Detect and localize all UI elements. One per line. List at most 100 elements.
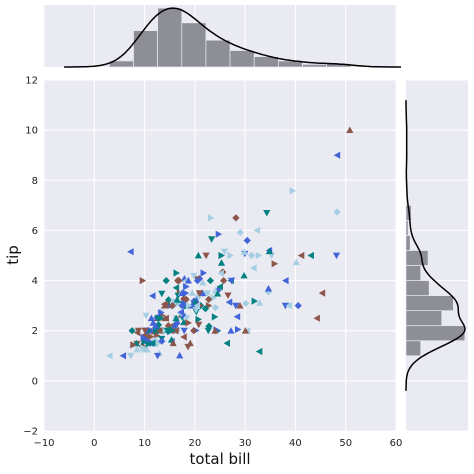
top-histogram-bar — [181, 22, 207, 68]
scatter-point — [255, 251, 263, 260]
scatter-point — [147, 314, 155, 322]
right-kde-curve — [405, 100, 466, 391]
scatter-point — [223, 339, 230, 347]
right-histogram-bar — [405, 235, 411, 251]
top-histogram-bar — [302, 64, 327, 68]
scatter-point — [255, 347, 263, 356]
scatter-point — [217, 269, 224, 277]
scatter-point — [247, 251, 256, 260]
scatter-point — [242, 299, 250, 307]
top-histogram-bar — [229, 50, 255, 68]
right-histogram-bar — [405, 295, 454, 312]
scatter-point — [133, 345, 141, 353]
scatter-point — [178, 302, 186, 310]
scatter-point — [163, 327, 170, 335]
scatter-point — [289, 187, 297, 195]
scatter-point — [217, 259, 226, 266]
scatter-point — [176, 351, 184, 359]
scatter-point — [227, 277, 236, 285]
scatter-point — [202, 252, 210, 260]
scatter-point — [177, 308, 184, 316]
scatter-point — [292, 258, 300, 266]
y-tick-label: 6 — [32, 226, 38, 237]
scatter-point — [220, 248, 229, 256]
x-axis-label: total bill — [189, 450, 250, 468]
scatter-point — [225, 298, 233, 306]
scatter-point — [240, 272, 248, 279]
scatter-point — [281, 302, 289, 310]
scatter-point — [282, 277, 289, 285]
scatter-point — [194, 293, 202, 301]
y-tick-label: −2 — [23, 427, 38, 438]
scatter-point — [313, 314, 320, 322]
scatter-point — [141, 345, 149, 353]
scatter-point — [169, 326, 176, 334]
scatter-point — [263, 210, 271, 217]
scatter-point — [333, 208, 341, 216]
scatter-point — [193, 302, 200, 310]
scatter-point — [211, 327, 219, 334]
scatter-point — [188, 289, 196, 296]
scatter-point — [183, 315, 191, 322]
scatter-point — [154, 321, 163, 329]
x-tick-label: −10 — [33, 438, 54, 449]
top-kde-curve — [64, 7, 401, 68]
scatter-point — [133, 329, 141, 337]
scatter-point — [214, 290, 222, 297]
scatter-point — [127, 248, 134, 256]
scatter-point — [161, 314, 169, 322]
scatter-point — [173, 269, 180, 277]
scatter-point — [233, 313, 241, 321]
scatter-point — [251, 297, 258, 305]
scatter-point — [180, 327, 188, 335]
scatter-point — [211, 313, 219, 321]
scatter-point — [190, 327, 198, 335]
y-tick-label: 0 — [32, 376, 38, 387]
scatter-point — [139, 277, 147, 285]
scatter-point — [141, 338, 148, 346]
scatter-point — [241, 327, 249, 334]
right-histogram-bar — [405, 220, 409, 236]
scatter-point — [190, 272, 198, 280]
scatter-point — [227, 327, 235, 334]
scatter-point — [307, 251, 314, 260]
scatter-point — [240, 248, 248, 255]
scatter-point — [183, 283, 190, 291]
y-tick-label: 4 — [32, 276, 38, 287]
scatter-point — [232, 302, 240, 310]
x-tick-label: 60 — [390, 438, 403, 449]
main-scatter-panel — [43, 79, 397, 432]
x-tick-label: 50 — [339, 438, 352, 449]
scatter-point — [151, 322, 159, 329]
scatter-point — [253, 226, 261, 234]
scatter-point — [220, 277, 228, 285]
scatter-point — [119, 352, 127, 360]
scatter-point — [333, 151, 341, 159]
scatter-point — [158, 309, 165, 317]
y-axis-label: tip — [4, 245, 22, 265]
x-tick-label: 0 — [91, 438, 97, 449]
right-histogram-bar — [405, 265, 422, 281]
scatter-point — [215, 230, 223, 238]
scatter-point — [207, 214, 215, 222]
scatter-point — [208, 236, 216, 243]
scatter-point — [156, 327, 163, 335]
scatter-point — [194, 251, 202, 259]
scatter-point — [188, 302, 196, 309]
scatter-point — [236, 228, 244, 236]
scatter-point — [162, 277, 170, 285]
scatter-point — [184, 277, 192, 284]
scatter-point — [165, 296, 173, 304]
scatter-point — [235, 325, 242, 334]
scatter-point — [149, 292, 156, 300]
scatter-point — [318, 289, 326, 297]
scatter-point — [142, 312, 150, 320]
right-histogram-bar — [405, 340, 422, 357]
scatter-point — [127, 352, 135, 360]
right-histogram-bar — [405, 250, 429, 266]
scatter-point — [154, 352, 162, 360]
right-histogram-bar — [405, 310, 443, 327]
x-tick-label: 40 — [289, 438, 302, 449]
scatter-point — [195, 315, 202, 323]
